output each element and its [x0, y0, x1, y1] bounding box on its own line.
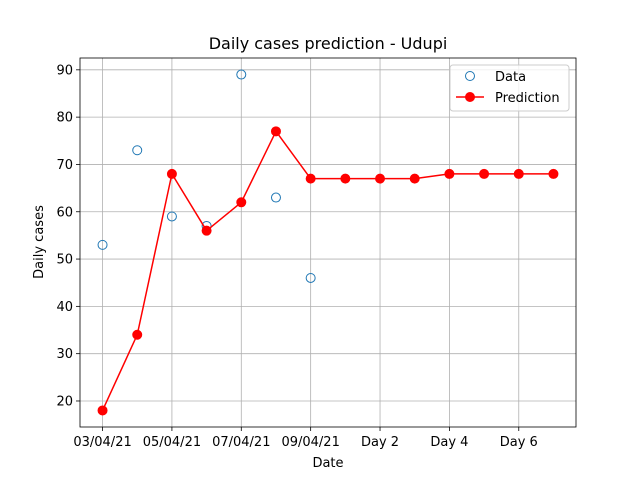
data-point — [236, 69, 247, 80]
prediction-point — [97, 405, 108, 416]
legend: Data Prediction — [449, 64, 570, 112]
prediction-line — [101, 130, 554, 411]
y-tick-label: 20 — [56, 394, 73, 409]
x-tick-label: Day 2 — [361, 435, 399, 450]
x-tick-label: 09/04/21 — [281, 435, 339, 450]
x-tick-label: Day 4 — [430, 435, 468, 450]
y-tick-label: 60 — [56, 205, 73, 220]
grid-lines — [80, 58, 576, 427]
data-point — [270, 192, 281, 203]
y-tick-label: 40 — [56, 300, 73, 315]
legend-label-data: Data — [495, 70, 526, 85]
prediction-point — [548, 168, 559, 179]
legend-box — [449, 64, 570, 112]
y-axis-label: Daily cases — [32, 205, 47, 279]
x-tick-label: Day 6 — [500, 435, 538, 450]
data-point — [97, 239, 108, 250]
y-tick-label: 70 — [56, 158, 73, 173]
prediction-point — [201, 225, 212, 236]
prediction-point — [305, 173, 316, 184]
y-tick-label: 30 — [56, 347, 73, 362]
legend-marker-prediction — [465, 92, 475, 102]
prediction-point — [444, 168, 455, 179]
data-point — [166, 211, 177, 222]
prediction-point — [166, 168, 177, 179]
series-prediction — [97, 126, 559, 416]
prediction-point — [409, 173, 420, 184]
series-data — [97, 69, 316, 283]
y-axis: 20 30 40 50 60 70 80 90 — [56, 63, 80, 409]
chart-title: Daily cases prediction - Udupi — [209, 34, 448, 53]
series-layer — [97, 69, 559, 416]
x-tick-label: 03/04/21 — [73, 435, 131, 450]
prediction-point — [340, 173, 351, 184]
y-tick-label: 80 — [56, 111, 73, 126]
x-tick-label: 07/04/21 — [212, 435, 270, 450]
y-tick-label: 90 — [56, 63, 73, 78]
prediction-point — [375, 173, 386, 184]
prediction-point — [513, 168, 524, 179]
legend-marker-data — [465, 71, 475, 81]
data-point — [305, 272, 316, 283]
y-tick-label: 50 — [56, 253, 73, 268]
prediction-point — [479, 168, 490, 179]
x-axis-label: Date — [312, 456, 343, 471]
data-point — [132, 145, 143, 156]
x-axis: 03/04/21 05/04/21 07/04/21 09/04/21 Day 2 Day… — [73, 427, 538, 450]
prediction-point — [236, 197, 247, 208]
prediction-point — [132, 329, 143, 340]
prediction-point — [270, 126, 281, 137]
plot-frame — [79, 57, 577, 428]
legend-label-prediction: Prediction — [495, 91, 560, 106]
x-tick-label: 05/04/21 — [143, 435, 201, 450]
